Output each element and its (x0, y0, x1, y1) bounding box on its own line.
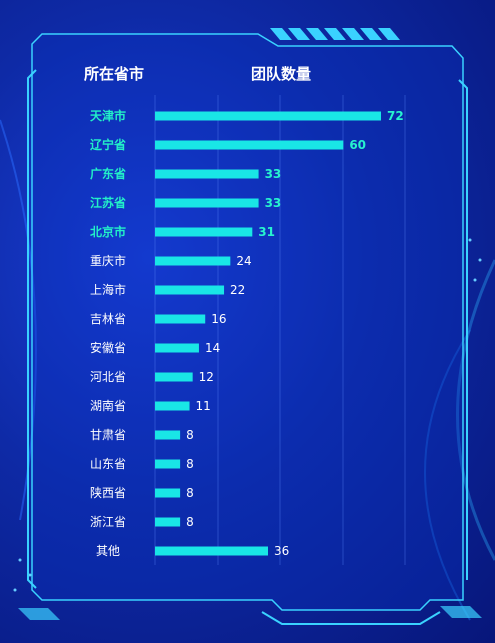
value-label: 12 (199, 370, 214, 384)
category-label: 甘肃省 (90, 428, 126, 442)
category-label: 上海市 (90, 282, 126, 297)
bar (155, 401, 190, 411)
bar (155, 111, 381, 121)
category-label: 浙江省 (90, 515, 126, 529)
value-label: 16 (211, 312, 226, 326)
value-label: 8 (186, 486, 194, 500)
category-label: 河北省 (90, 370, 126, 384)
value-label: 8 (186, 515, 194, 529)
bar (155, 517, 181, 527)
bar (155, 314, 206, 324)
category-label: 辽宁省 (90, 137, 126, 152)
bar (155, 169, 259, 179)
bar (155, 459, 181, 469)
value-label: 14 (205, 341, 220, 355)
value-label: 33 (265, 167, 282, 181)
value-labels: 72 60 33 33 31 24 22 16 14 12 11 8 8 8 8 36 (186, 109, 404, 558)
category-labels: 天津市辽宁省广东省江苏省北京市重庆市上海市吉林省安徽省河北省湖南省甘肃省山东省陕… (90, 108, 126, 558)
category-label: 其他 (96, 544, 120, 558)
bars (155, 111, 381, 556)
value-label: 8 (186, 457, 194, 471)
bar (155, 140, 344, 150)
value-label: 24 (236, 254, 251, 268)
frame-stripes (270, 28, 400, 40)
category-label: 山东省 (90, 457, 126, 471)
value-label: 72 (387, 109, 404, 123)
category-label: 陕西省 (90, 485, 126, 500)
value-label: 33 (265, 196, 282, 210)
value-label: 60 (349, 138, 366, 152)
bar (155, 285, 225, 295)
value-label: 22 (230, 283, 245, 297)
category-label: 重庆市 (90, 253, 126, 268)
bar (155, 227, 253, 237)
category-label: 天津市 (90, 108, 126, 123)
category-label: 吉林省 (90, 312, 126, 326)
category-label: 江苏省 (90, 195, 126, 210)
bar (155, 256, 231, 266)
value-label: 11 (196, 399, 211, 413)
value-label: 31 (258, 225, 275, 239)
bar (155, 430, 181, 440)
count-column-header: 团队数量 (251, 65, 312, 83)
bar (155, 488, 181, 498)
value-label: 36 (274, 544, 289, 558)
value-label: 8 (186, 428, 194, 442)
bar (155, 198, 259, 208)
bar (155, 372, 193, 382)
category-label: 北京市 (90, 224, 126, 239)
category-label: 广东省 (90, 166, 126, 181)
category-label: 安徽省 (90, 340, 126, 355)
category-label: 湖南省 (90, 398, 126, 413)
bar (155, 546, 268, 556)
province-column-header: 所在省市 (84, 65, 145, 83)
bar (155, 343, 199, 353)
